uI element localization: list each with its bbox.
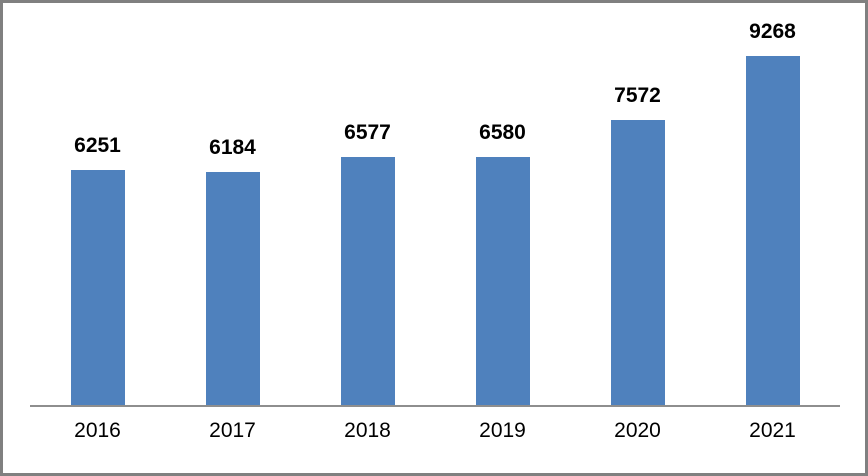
bar-value-label: 9268 [749, 20, 796, 43]
bar-2017 [205, 172, 260, 405]
bar-value-label: 6580 [479, 121, 526, 144]
x-tick-label: 2019 [479, 419, 526, 442]
bar-chart: 6251 2016 6184 2017 6577 2018 6580 2019 7572 2020… [3, 3, 865, 473]
bar-value-label: 6184 [209, 136, 256, 159]
x-tick-label: 2018 [344, 419, 391, 442]
bar-2018 [340, 157, 395, 405]
bar-value-label: 6577 [344, 121, 391, 144]
bar-2021 [745, 56, 800, 405]
x-tick-label: 2016 [74, 419, 121, 442]
bar-2019 [475, 157, 530, 405]
x-tick-label: 2017 [209, 419, 256, 442]
bar-value-label: 7572 [614, 84, 661, 107]
bar-2016 [70, 170, 125, 405]
bar-value-label: 6251 [74, 134, 121, 157]
x-tick-label: 2020 [614, 419, 661, 442]
x-axis-line [30, 405, 840, 407]
x-tick-label: 2021 [749, 419, 796, 442]
bar-2020 [610, 120, 665, 405]
